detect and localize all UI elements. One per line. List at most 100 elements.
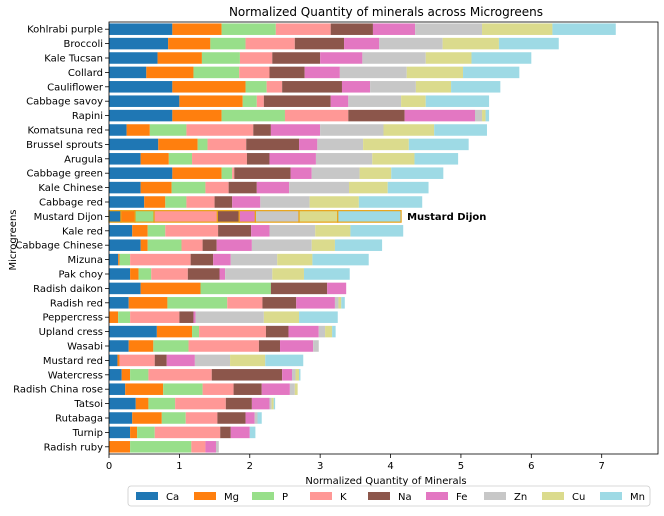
bar-segment-p — [153, 340, 189, 352]
bar-segment-mg — [132, 225, 148, 237]
bar-segment-ca — [109, 52, 158, 64]
bar-segment-zn — [311, 167, 360, 179]
bar-segment-ca — [109, 412, 133, 424]
bar-segment-k — [239, 66, 270, 79]
bar-segment-mn — [434, 124, 487, 136]
bar-segment-mg — [140, 282, 201, 295]
bar-segment-mg — [121, 369, 131, 381]
bar-segment-mg — [126, 124, 150, 136]
bar-segment-ca — [109, 81, 173, 93]
bar-segment-p — [161, 412, 186, 424]
legend-label-mg: Mg — [224, 492, 239, 503]
bar-segment-mg — [132, 412, 162, 424]
bar-segment-fe — [288, 325, 319, 338]
legend-swatch-mg — [194, 492, 216, 500]
bar-segment-k — [227, 297, 263, 309]
y-tick-label: Collard — [68, 68, 103, 79]
bar-segment-zn — [195, 311, 264, 323]
bar-segment-k — [175, 397, 226, 410]
chart-title: Normalized Quantity of minerals across M… — [229, 5, 543, 19]
bar-segment-mg — [140, 181, 172, 194]
bar-segment-cu — [442, 37, 499, 50]
bar-segment-p — [201, 52, 240, 64]
y-tick-label: Radish daikon — [33, 284, 103, 295]
bar-segment-ca — [109, 282, 141, 295]
bar-segment-fe — [251, 397, 270, 410]
bar-segment-mn — [358, 196, 423, 208]
bar-segment-zn — [225, 268, 273, 280]
bar-segment-mn — [303, 268, 350, 280]
y-tick-label: Turnip — [72, 428, 103, 439]
y-tick-label: Upland cress — [39, 327, 103, 338]
bar-segment-cu — [277, 253, 313, 266]
bar-segment-na — [228, 181, 257, 194]
y-tick-label: Broccoli — [63, 39, 103, 50]
bars-layer — [108, 23, 616, 453]
bar-segment-p — [137, 426, 155, 439]
bar-segment-fe — [290, 167, 312, 179]
y-tick-label: Mustard Dijon — [34, 212, 103, 223]
y-tick-label: Wasabi — [67, 342, 103, 353]
bar-segment-p — [221, 109, 285, 122]
bar-segment-mg — [128, 297, 168, 309]
bar-segment-cu — [263, 311, 300, 323]
legend-label-cu: Cu — [572, 492, 585, 503]
x-tick-label: 7 — [599, 461, 605, 472]
bar-segment-zn — [334, 297, 339, 309]
bar-segment-ca — [109, 181, 141, 194]
bar-segment-ca — [109, 23, 173, 35]
bar-segment-fe — [330, 95, 349, 107]
bar-segment-p — [148, 397, 176, 410]
bar-segment-zn — [370, 81, 416, 93]
legend: Ca Mg P K Na Fe Zn Cu Mn — [127, 485, 651, 507]
bar-segment-p — [192, 325, 200, 338]
bar-segment-cu — [271, 397, 274, 410]
bar-segment-zn — [230, 253, 278, 266]
bar-segment-mg — [158, 138, 198, 151]
bar-segment-k — [186, 124, 254, 136]
legend-label-fe: Fe — [456, 492, 467, 503]
y-tick-label: Tatsoi — [73, 399, 103, 410]
bar-segment-cu — [309, 196, 359, 208]
y-tick-label: Pak choy — [58, 270, 103, 281]
bar-segment-zn — [339, 66, 407, 79]
bar-segment-k — [284, 109, 349, 122]
bar-segment-zn — [260, 196, 310, 208]
bar-segment-zn — [289, 181, 350, 194]
x-tick-label: 0 — [106, 461, 112, 472]
legend-swatch-zn — [484, 492, 506, 500]
x-tick-label: 6 — [528, 461, 534, 472]
bar-segment-p — [147, 225, 166, 237]
bar-segment-k — [205, 181, 229, 194]
bar-segment-zn — [318, 325, 326, 338]
bar-segment-mn — [387, 181, 429, 194]
legend-label-ca: Ca — [166, 492, 179, 503]
bar-segment-na — [294, 37, 345, 50]
bar-segment-k — [266, 81, 283, 93]
bar-segment-k — [153, 210, 219, 223]
bar-segment-p — [118, 311, 131, 323]
bar-segment-cu — [383, 124, 435, 136]
y-tick-label: Watercress — [48, 370, 103, 381]
y-tick-label: Radish red — [50, 298, 103, 309]
bar-segment-na — [246, 138, 300, 151]
bar-segment-mn — [257, 412, 262, 424]
bar-segment-zn — [269, 397, 272, 410]
y-tick-label: Rapini — [72, 111, 103, 122]
bar-segment-na — [214, 196, 233, 208]
x-tick-label: 5 — [458, 461, 464, 472]
bar-segment-k — [199, 325, 266, 338]
bar-segment-na — [253, 124, 271, 136]
bar-segment-k — [165, 225, 219, 237]
bar-segment-fe — [320, 52, 363, 64]
bar-segment-p — [168, 153, 193, 165]
bar-segment-na — [220, 426, 231, 439]
bar-segment-k — [202, 383, 234, 395]
bar-segment-mn — [265, 354, 304, 367]
bar-segment-fe — [256, 181, 290, 194]
bar-segment-mg — [120, 210, 136, 223]
bar-segment-cu — [406, 66, 464, 79]
bar-segment-fe — [327, 282, 347, 295]
bar-segment-k — [151, 268, 188, 280]
